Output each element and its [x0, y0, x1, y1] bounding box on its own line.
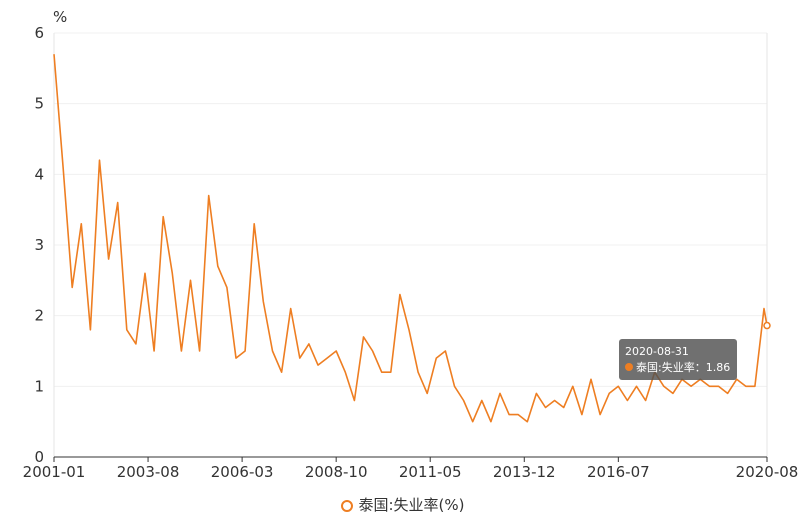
tooltip-value-row: 泰国:失业率：1.86: [625, 360, 731, 376]
y-tick-label: 0: [34, 448, 44, 466]
legend-circle-icon: [341, 500, 354, 512]
y-tick-label: 2: [34, 307, 44, 325]
axes: [53, 33, 768, 458]
tooltip-value: 泰国:失业率：1.86: [636, 361, 731, 374]
x-tick-label: 2020-08: [736, 463, 799, 481]
x-tick-label: 2001-01: [23, 463, 86, 481]
x-tick-label: 2011-05: [399, 463, 462, 481]
x-tick-label: 2013-12: [493, 463, 556, 481]
legend-label: 泰国:失业率(%): [358, 496, 465, 514]
x-axis-ticks: 2001-01 2003-08 2006-03 2008-10 2011-05 2013-…: [23, 457, 799, 481]
y-tick-label: 4: [34, 165, 44, 183]
y-tick-label: 6: [34, 24, 44, 42]
y-tick-label: 1: [34, 377, 44, 395]
y-tick-label: 5: [34, 95, 44, 113]
data-tooltip: 2020-08-31 泰国:失业率：1.86: [619, 339, 737, 380]
hover-point[interactable]: [763, 321, 771, 330]
tooltip-series-dot: [625, 363, 633, 371]
tooltip-date: 2020-08-31: [625, 345, 689, 358]
x-tick-label: 2008-10: [305, 463, 368, 481]
legend[interactable]: 泰国:失业率(%): [0, 494, 806, 515]
x-tick-label: 2006-03: [211, 463, 274, 481]
y-axis-unit: %: [53, 8, 67, 26]
grid-lines: [54, 32, 767, 387]
y-axis-ticks: 0 1 2 3 4 5 6: [34, 24, 44, 466]
y-tick-label: 3: [34, 236, 44, 254]
x-tick-label: 2016-07: [587, 463, 650, 481]
x-tick-label: 2003-08: [117, 463, 180, 481]
